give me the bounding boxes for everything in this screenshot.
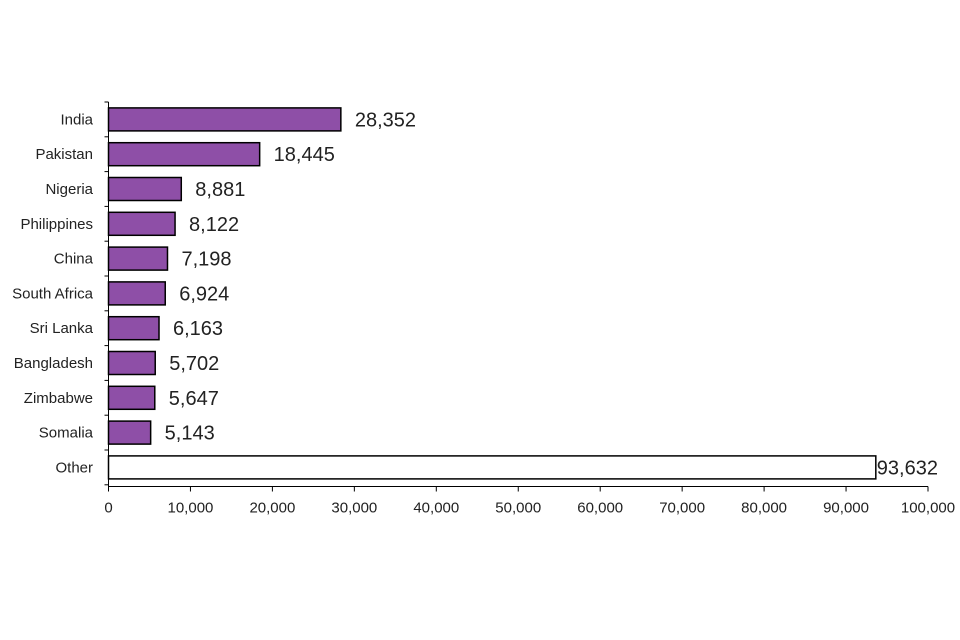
category-label-somalia: Somalia [39,425,94,442]
category-label-other: Other [55,459,93,476]
axes-group [104,101,929,492]
x-tick-label-60-000: 60,000 [577,500,623,517]
value-label-bangladesh: 5,702 [169,353,219,375]
bar-india [107,107,342,132]
x-tick-label-30-000: 30,000 [331,500,377,517]
x-tick-label-0: 0 [104,500,112,517]
category-label-china: China [54,251,94,268]
value-label-south-africa: 6,924 [179,283,229,305]
x-tick-label-100-000: 100,000 [901,500,955,517]
x-tick-label-10-000: 10,000 [168,500,214,517]
bar-somalia [107,420,152,445]
value-label-zimbabwe: 5,647 [169,388,219,410]
category-label-nigeria: Nigeria [45,181,93,198]
bar-zimbabwe [107,385,156,411]
bar-other [107,455,877,480]
category-label-zimbabwe: Zimbabwe [24,390,93,407]
value-label-somalia: 5,143 [165,423,215,445]
bar-south-africa [107,281,166,306]
category-label-philippines: Philippines [20,216,93,233]
x-tick-label-40-000: 40,000 [413,500,459,517]
value-label-sri-lanka: 6,163 [173,318,223,340]
x-tick-label-70-000: 70,000 [659,500,705,517]
x-tick-label-20-000: 20,000 [249,500,295,517]
category-label-pakistan: Pakistan [35,146,93,163]
value-label-other: 93,632 [877,457,938,479]
bar-pakistan [107,141,261,167]
category-label-sri-lanka: Sri Lanka [30,320,94,337]
x-tick-label-80-000: 80,000 [741,500,787,517]
bar-sri-lanka [107,315,160,341]
category-label-south-africa: South Africa [12,285,94,302]
bar-bangladesh [107,350,156,376]
labels-group: India 28,352 Pakistan 18,445 Nigeria 8,881 Phi… [12,109,955,516]
category-label-bangladesh: Bangladesh [14,355,93,372]
value-label-philippines: 8,122 [189,214,239,236]
value-label-china: 7,198 [181,249,231,271]
value-label-india: 28,352 [355,109,416,131]
x-tick-label-90-000: 90,000 [823,500,869,517]
value-label-pakistan: 18,445 [274,144,335,166]
bar-nigeria [107,176,183,202]
bar-philippines [107,211,176,237]
value-label-nigeria: 8,881 [195,179,245,201]
category-label-india: India [60,111,93,128]
bar-china [107,246,169,271]
x-tick-label-50-000: 50,000 [495,500,541,517]
